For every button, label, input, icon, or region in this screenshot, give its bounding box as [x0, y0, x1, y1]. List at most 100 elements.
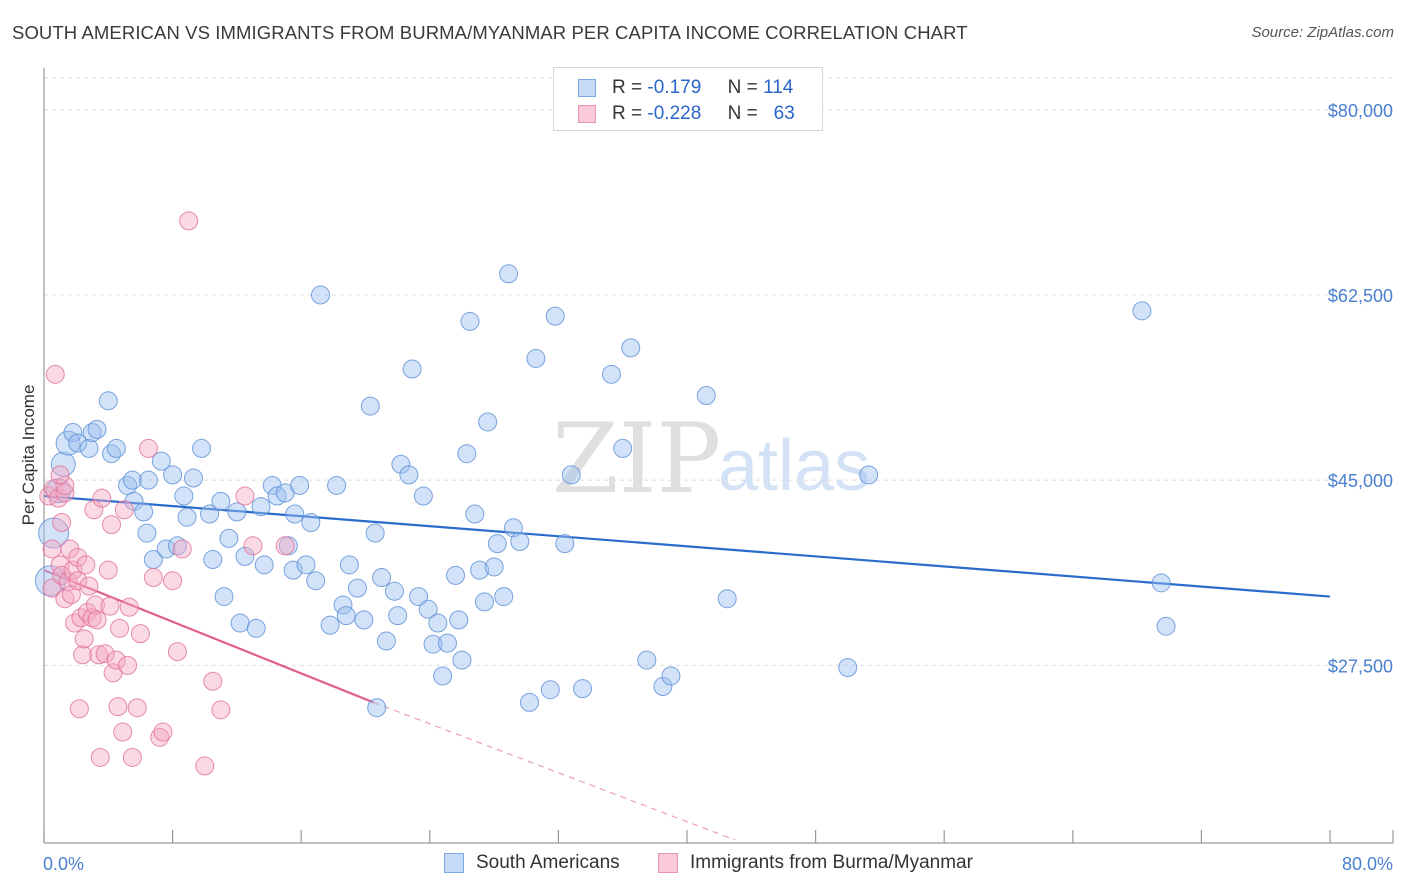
data-point[interactable]	[203, 550, 223, 570]
data-point[interactable]	[106, 438, 126, 458]
data-point[interactable]	[74, 629, 94, 649]
data-point[interactable]	[460, 311, 480, 331]
data-point[interactable]	[84, 500, 104, 520]
data-point[interactable]	[118, 655, 138, 675]
data-point[interactable]	[219, 528, 239, 548]
data-point[interactable]	[76, 555, 96, 575]
data-point[interactable]	[333, 595, 353, 615]
data-point[interactable]	[172, 539, 192, 559]
data-point[interactable]	[122, 747, 142, 767]
data-point[interactable]	[428, 613, 448, 633]
data-point[interactable]	[296, 555, 316, 575]
data-point[interactable]	[71, 608, 91, 628]
data-point[interactable]	[110, 618, 130, 638]
data-point[interactable]	[285, 504, 305, 524]
data-point[interactable]	[621, 338, 641, 358]
data-point[interactable]	[42, 578, 62, 598]
data-point[interactable]	[87, 419, 107, 439]
data-point[interactable]	[474, 592, 494, 612]
data-point[interactable]	[275, 536, 295, 556]
data-point[interactable]	[113, 722, 133, 742]
data-point[interactable]	[360, 396, 380, 416]
data-point[interactable]	[102, 515, 122, 535]
data-point[interactable]	[127, 698, 147, 718]
data-point[interactable]	[68, 547, 88, 567]
data-point[interactable]	[301, 513, 321, 532]
data-point[interactable]	[696, 386, 716, 405]
data-point[interactable]	[89, 645, 109, 665]
data-point[interactable]	[90, 747, 110, 767]
data-point[interactable]	[661, 666, 681, 686]
data-point[interactable]	[478, 412, 498, 432]
data-point[interactable]	[653, 677, 673, 697]
data-point[interactable]	[339, 555, 359, 575]
data-point[interactable]	[68, 571, 88, 591]
data-point[interactable]	[98, 560, 118, 580]
data-point[interactable]	[354, 610, 374, 630]
data-point[interactable]	[254, 555, 274, 575]
data-point[interactable]	[347, 578, 367, 598]
data-point[interactable]	[151, 451, 171, 471]
data-point[interactable]	[79, 576, 99, 596]
data-point[interactable]	[384, 581, 404, 601]
data-point[interactable]	[327, 475, 347, 495]
data-point[interactable]	[227, 502, 247, 522]
data-point[interactable]	[391, 454, 411, 474]
data-point[interactable]	[601, 364, 621, 384]
data-point[interactable]	[243, 536, 263, 556]
data-point[interactable]	[114, 500, 134, 520]
data-point[interactable]	[52, 513, 72, 532]
data-point[interactable]	[510, 532, 530, 552]
data-point[interactable]	[235, 546, 255, 566]
data-point[interactable]	[192, 438, 212, 458]
data-point[interactable]	[561, 465, 581, 485]
data-point[interactable]	[153, 722, 173, 742]
data-point[interactable]	[365, 523, 385, 543]
data-point[interactable]	[246, 618, 266, 638]
data-point[interactable]	[637, 650, 657, 670]
data-point[interactable]	[122, 470, 142, 490]
data-point[interactable]	[69, 699, 89, 719]
data-point[interactable]	[470, 560, 490, 580]
data-point[interactable]	[137, 523, 157, 543]
data-point[interactable]	[48, 488, 68, 508]
data-point[interactable]	[1151, 573, 1171, 593]
data-point[interactable]	[526, 348, 546, 368]
data-point[interactable]	[179, 211, 199, 231]
data-point[interactable]	[283, 560, 303, 580]
data-point[interactable]	[519, 692, 539, 712]
data-point[interactable]	[306, 571, 326, 591]
data-point[interactable]	[98, 391, 118, 411]
data-point[interactable]	[63, 423, 83, 443]
data-point[interactable]	[124, 491, 144, 511]
data-point[interactable]	[457, 444, 477, 464]
data-point[interactable]	[251, 497, 271, 517]
data-point[interactable]	[42, 539, 62, 559]
data-point[interactable]	[494, 587, 514, 607]
data-point[interactable]	[555, 534, 575, 554]
data-point[interactable]	[409, 587, 429, 607]
data-point[interactable]	[211, 700, 231, 720]
data-point[interactable]	[85, 595, 105, 615]
data-point[interactable]	[92, 488, 112, 508]
data-point[interactable]	[79, 438, 99, 458]
data-point[interactable]	[388, 606, 408, 626]
data-point[interactable]	[106, 650, 126, 670]
data-point[interactable]	[65, 613, 85, 633]
data-point[interactable]	[195, 756, 215, 776]
data-point[interactable]	[613, 438, 633, 458]
data-point[interactable]	[499, 264, 519, 284]
data-point[interactable]	[150, 727, 170, 747]
data-point[interactable]	[310, 285, 330, 305]
data-point[interactable]	[183, 468, 203, 488]
data-point[interactable]	[230, 613, 250, 633]
data-point[interactable]	[376, 631, 396, 651]
data-point[interactable]	[452, 650, 472, 670]
data-point[interactable]	[1156, 616, 1176, 636]
data-point[interactable]	[433, 666, 453, 686]
data-point[interactable]	[423, 634, 443, 654]
data-point[interactable]	[838, 657, 858, 677]
data-point[interactable]	[55, 475, 75, 495]
data-point[interactable]	[130, 624, 150, 644]
data-point[interactable]	[134, 502, 154, 522]
